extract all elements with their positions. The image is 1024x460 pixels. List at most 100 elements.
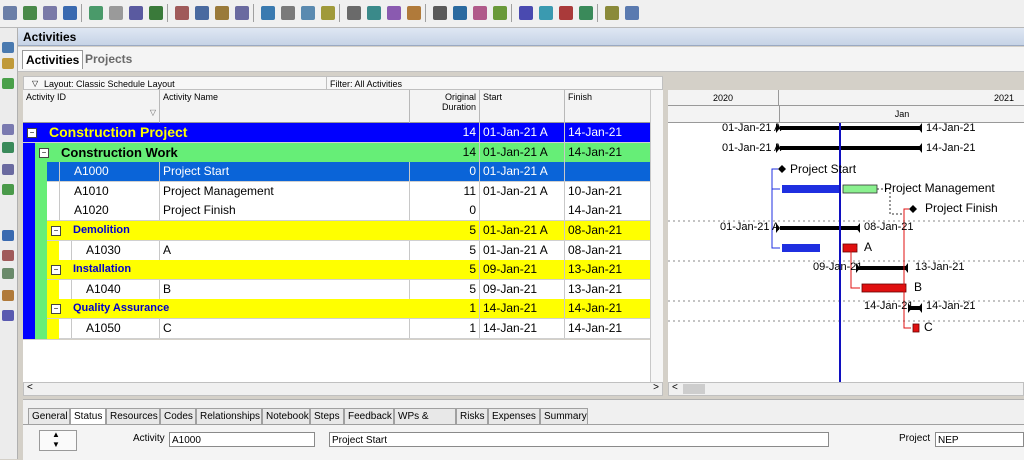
activity-name-cell[interactable]: Project Management bbox=[160, 181, 410, 201]
panel-icon[interactable] bbox=[559, 6, 573, 20]
detail-tab-relationships[interactable]: Relationships bbox=[196, 408, 262, 424]
duration-cell[interactable]: 1 bbox=[410, 319, 480, 338]
finish-cell[interactable]: 08-Jan-21 bbox=[565, 221, 651, 240]
detail-tab-codes[interactable]: Codes bbox=[160, 408, 196, 424]
finish-cell[interactable]: 14-Jan-21 bbox=[565, 201, 651, 221]
zoom-out-icon[interactable] bbox=[473, 6, 487, 20]
thresholds-icon[interactable] bbox=[2, 250, 14, 261]
duration-cell[interactable]: 14 bbox=[410, 123, 480, 142]
issues-icon[interactable] bbox=[2, 230, 14, 241]
start-cell[interactable]: 01-Jan-21 A bbox=[480, 221, 565, 240]
grid-icon[interactable] bbox=[43, 6, 57, 20]
collapse-toggle-icon[interactable]: − bbox=[27, 128, 37, 138]
detail-tab-wps-docs[interactable]: WPs & Docs bbox=[394, 408, 456, 438]
bar-c[interactable] bbox=[912, 323, 920, 333]
finish-cell[interactable]: 14-Jan-21 bbox=[565, 142, 651, 162]
collapse-toggle-icon[interactable]: − bbox=[51, 304, 61, 315]
wbs-icon[interactable] bbox=[2, 78, 14, 89]
activity-id-cell[interactable]: A1000 bbox=[59, 162, 160, 182]
detail-tab-summary[interactable]: Summary bbox=[540, 408, 588, 424]
scroll-left-icon[interactable]: < bbox=[27, 382, 33, 393]
zoom-fit-icon[interactable] bbox=[493, 6, 507, 20]
group-icon[interactable] bbox=[215, 6, 229, 20]
tab-projects[interactable]: Projects bbox=[85, 52, 133, 66]
table-row[interactable]: A1030 A 5 01-Jan-21 A 08-Jan-21 bbox=[23, 240, 663, 261]
duration-cell[interactable]: 11 bbox=[410, 181, 480, 201]
activity-name-field[interactable]: Project Start bbox=[329, 432, 829, 447]
up-arrow-icon[interactable]: ▲ bbox=[52, 430, 60, 439]
link-icon[interactable] bbox=[367, 6, 381, 20]
down-arrow-icon[interactable]: ▼ bbox=[52, 440, 60, 449]
chart-bar-icon[interactable] bbox=[149, 6, 163, 20]
scroll-thumb[interactable] bbox=[683, 384, 705, 394]
record-navigator[interactable]: ▲ ▼ bbox=[39, 430, 77, 451]
summary-bar-demolition[interactable] bbox=[780, 226, 860, 230]
start-cell[interactable]: 01-Jan-21 A bbox=[480, 181, 565, 201]
duration-cell[interactable]: 0 bbox=[410, 162, 480, 182]
table-row[interactable]: − Construction Work 14 01-Jan-21 A 14-Jan-21 bbox=[23, 142, 663, 163]
print-icon[interactable] bbox=[3, 6, 17, 20]
duration-cell[interactable]: 14 bbox=[410, 142, 480, 162]
level-icon[interactable] bbox=[347, 6, 361, 20]
tab-activities[interactable]: Activities bbox=[22, 50, 84, 69]
bar-project-management-actual[interactable] bbox=[782, 185, 840, 193]
activity-id-cell[interactable]: A1010 bbox=[59, 181, 160, 201]
schedule-icon[interactable] bbox=[321, 6, 335, 20]
sort-icon[interactable] bbox=[195, 6, 209, 20]
start-cell[interactable]: 09-Jan-21 bbox=[480, 279, 565, 299]
table-row[interactable]: − Demolition 5 01-Jan-21 A 08-Jan-21 bbox=[23, 221, 663, 241]
finish-cell[interactable]: 14-Jan-21 bbox=[565, 123, 651, 142]
finish-cell[interactable]: 14-Jan-21 bbox=[565, 299, 651, 319]
col-finish[interactable]: Finish bbox=[565, 90, 651, 123]
filter-icon[interactable] bbox=[235, 6, 249, 20]
scroll-left-icon[interactable]: < bbox=[672, 382, 678, 393]
gantt-chart[interactable]: 01-Jan-21 A 14-Jan-21 01-Jan-21 A 14-Jan… bbox=[668, 123, 1024, 382]
collapse-toggle-icon[interactable]: − bbox=[51, 265, 61, 276]
start-cell[interactable]: 09-Jan-21 bbox=[480, 260, 565, 280]
reports-icon[interactable] bbox=[2, 164, 14, 175]
milestone-project-start[interactable] bbox=[778, 165, 786, 173]
table-horizontal-scrollbar[interactable]: < > bbox=[23, 382, 663, 396]
activity-id-cell[interactable]: A1030 bbox=[71, 240, 160, 260]
col-activity-name[interactable]: Activity Name bbox=[160, 90, 410, 123]
work-products-icon[interactable] bbox=[2, 268, 14, 279]
table-row[interactable]: A1010 Project Management 11 01-Jan-21 A 10-J… bbox=[23, 181, 663, 202]
table-row[interactable]: A1050 C 1 14-Jan-21 14-Jan-21 bbox=[23, 319, 663, 339]
detail-tab-steps[interactable]: Steps bbox=[310, 408, 344, 424]
projects-icon[interactable] bbox=[2, 42, 14, 53]
finish-cell[interactable]: 08-Jan-21 bbox=[565, 240, 651, 260]
table-row[interactable]: − Quality Assurance 1 14-Jan-21 14-Jan-21 bbox=[23, 299, 663, 320]
start-cell[interactable]: 01-Jan-21 A bbox=[480, 240, 565, 260]
activity-id-field[interactable]: A1000 bbox=[169, 432, 315, 447]
duration-cell[interactable]: 5 bbox=[410, 240, 480, 260]
note-icon[interactable] bbox=[579, 6, 593, 20]
duration-cell[interactable]: 5 bbox=[410, 279, 480, 299]
filter-label[interactable]: Filter: All Activities bbox=[330, 79, 403, 89]
view-icon[interactable] bbox=[519, 6, 533, 20]
start-cell[interactable]: 14-Jan-21 bbox=[480, 299, 565, 319]
detail-tab-general[interactable]: General bbox=[28, 408, 70, 424]
bar-b[interactable] bbox=[861, 283, 907, 293]
project-field[interactable]: NEP bbox=[935, 432, 1024, 447]
col-original-duration[interactable]: Original Duration bbox=[410, 90, 480, 123]
report-icon[interactable] bbox=[175, 6, 189, 20]
summary-bar-project[interactable] bbox=[780, 126, 922, 130]
start-cell[interactable] bbox=[480, 201, 565, 221]
layout-label[interactable]: Layout: Classic Schedule Layout bbox=[44, 79, 175, 89]
table-row[interactable]: A1020 Project Finish 0 14-Jan-21 bbox=[23, 201, 663, 222]
diamond-icon[interactable] bbox=[539, 6, 553, 20]
activity-name-cell[interactable]: A bbox=[160, 240, 410, 260]
table-row[interactable]: A1000 Project Start 0 01-Jan-21 A bbox=[23, 162, 663, 183]
start-cell[interactable]: 01-Jan-21 A bbox=[480, 162, 565, 182]
activity-id-cell[interactable]: A1020 bbox=[59, 201, 160, 221]
col-start[interactable]: Start bbox=[480, 90, 565, 123]
duration-cell[interactable]: 1 bbox=[410, 299, 480, 319]
start-cell[interactable]: 14-Jan-21 bbox=[480, 319, 565, 338]
duration-cell[interactable]: 0 bbox=[410, 201, 480, 221]
finish-cell[interactable]: 10-Jan-21 bbox=[565, 181, 651, 201]
detail-tab-resources[interactable]: Resources bbox=[106, 408, 160, 424]
column-icon[interactable] bbox=[261, 6, 275, 20]
table-row[interactable]: − Installation 5 09-Jan-21 13-Jan-21 bbox=[23, 260, 663, 281]
bar-a-actual[interactable] bbox=[782, 244, 820, 252]
summary-bar-installation[interactable] bbox=[860, 266, 908, 270]
